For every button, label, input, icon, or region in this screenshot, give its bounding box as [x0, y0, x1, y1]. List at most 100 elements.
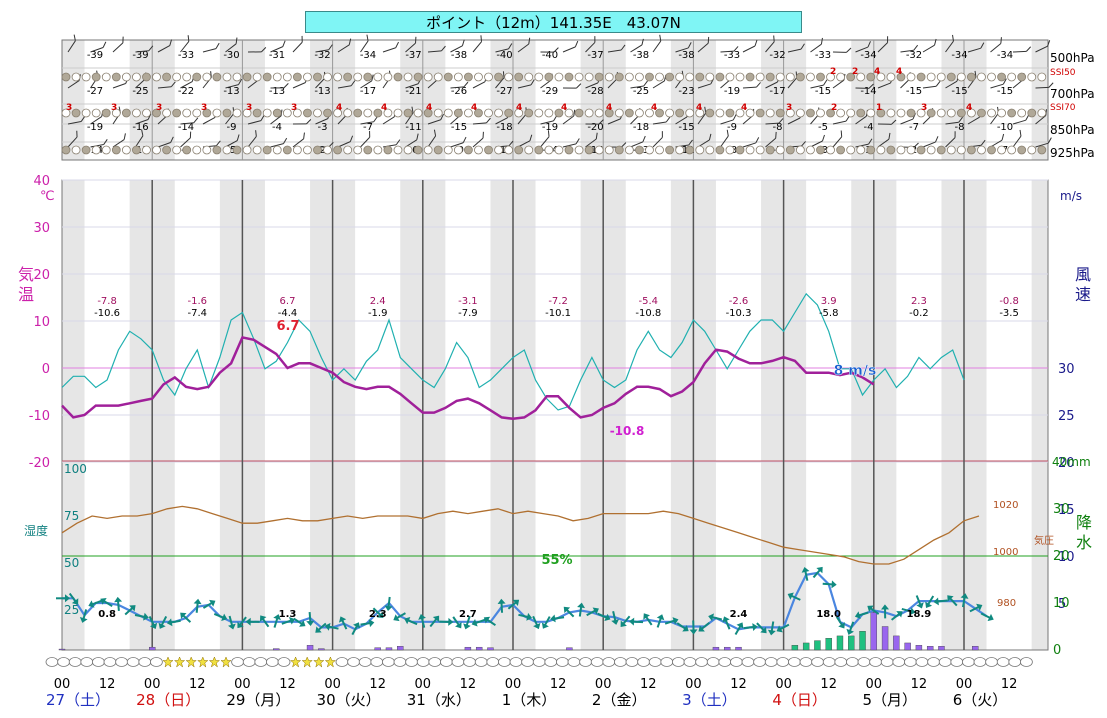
- ssi70-value: 4: [381, 103, 387, 113]
- precip-bar: [938, 646, 945, 651]
- day-min-temp: -10.6: [94, 308, 120, 319]
- precip-bar: [904, 642, 911, 651]
- upper-humidity-dot: [936, 72, 946, 82]
- weather-icon: [544, 657, 558, 667]
- upper-humidity-dot: [111, 72, 121, 82]
- day-min-temp: -7.4: [188, 308, 208, 319]
- wind-direction-icon: [439, 617, 454, 626]
- weather-icon: [265, 657, 279, 667]
- weather-icon: [938, 657, 952, 667]
- upper-frame: [61, 39, 1049, 161]
- upper-humidity-dot: [1017, 72, 1027, 82]
- wind-direction-icon: [273, 614, 281, 628]
- upper-humidity-dot: [232, 72, 242, 82]
- upper-humidity-dot: [544, 145, 554, 155]
- wind-barb-icon: [607, 44, 626, 53]
- upper-temp-label: -11: [405, 122, 421, 133]
- wind-direction-icon: [822, 580, 837, 589]
- max-wind-annotation: 8 m/s: [834, 363, 877, 379]
- upper-humidity-dot: [806, 72, 815, 82]
- weather-icon: [857, 657, 871, 667]
- wind-direction-icon: [56, 594, 70, 603]
- upper-humidity-dot: [484, 145, 493, 155]
- weather-icon: [509, 657, 523, 667]
- upper-humidity-dot: [282, 72, 292, 82]
- precip-bar: [870, 612, 877, 651]
- wind-barb-icon: [450, 39, 465, 53]
- upper-humidity-dot: [142, 72, 151, 82]
- weather-icon: [486, 657, 500, 667]
- wind-barb-icon: [967, 42, 985, 53]
- upper-humidity-dot: [353, 108, 363, 118]
- upper-humidity-dot: [121, 72, 131, 82]
- weather-icon: [556, 657, 569, 667]
- upper-humidity-dot: [846, 145, 856, 155]
- wind-barb-icon: [157, 136, 174, 148]
- precip-bar: [724, 646, 731, 651]
- precip-bar: [148, 646, 156, 651]
- wind-barb-icon: [855, 138, 873, 148]
- upper-humidity-dot: [755, 72, 765, 82]
- upper-humidity-dot: [443, 108, 453, 118]
- upper-humidity-dot: [1037, 108, 1047, 118]
- wind-direction-icon: [237, 616, 247, 629]
- weather-icon: [753, 657, 766, 667]
- weather-icon: [1020, 657, 1033, 667]
- weather-icon: [439, 657, 453, 667]
- upper-humidity-dot: [81, 108, 91, 118]
- upper-humidity-dot: [1037, 145, 1047, 155]
- weather-icon: [614, 657, 627, 667]
- weather-icon: [683, 657, 697, 667]
- upper-humidity-dot: [1027, 108, 1037, 118]
- wind-direction-icon: [124, 605, 136, 616]
- wind-direction-icon: [404, 616, 418, 626]
- upper-humidity-dot: [423, 108, 433, 118]
- precip-bar: [972, 646, 979, 651]
- upper-temp-label: -33: [815, 50, 831, 61]
- wind-direction-icon: [202, 599, 216, 609]
- upper-humidity-dot: [132, 72, 141, 82]
- upper-humidity-dot: [172, 145, 182, 155]
- weather-icon: [301, 656, 313, 668]
- wind-barb-icon: [472, 131, 484, 148]
- upper-humidity-dot: [463, 72, 473, 82]
- temperature-line: [61, 335, 875, 421]
- weather-icon: [92, 657, 105, 667]
- humidity-axis-label: 湿度: [24, 523, 48, 538]
- weather-icon: [695, 657, 708, 667]
- upper-humidity-dot: [222, 108, 232, 118]
- weather-icon: [996, 657, 1010, 667]
- temp-unit: ℃: [40, 189, 55, 204]
- wind-direction-icon: [351, 622, 361, 636]
- upper-humidity-dot: [906, 108, 916, 118]
- upper-humidity-dot: [946, 72, 956, 82]
- upper-humidity-dot: [433, 108, 443, 118]
- upper-humidity-dot: [564, 145, 574, 155]
- upper-humidity-dot: [162, 108, 172, 118]
- wind-direction-icon: [722, 616, 731, 630]
- upper-humidity-dot: [463, 108, 473, 118]
- wind-direction-icon: [629, 617, 644, 626]
- upper-humidity-dot: [262, 108, 272, 118]
- upper-humidity-dot: [403, 145, 413, 155]
- upper-humidity-dot: [272, 108, 282, 118]
- wind-barb-icon: [855, 83, 874, 89]
- upper-humidity-dot: [443, 72, 453, 82]
- upper-humidity-dot: [192, 145, 202, 155]
- humidity-tick: 75: [64, 509, 79, 523]
- upper-temp-label: -19: [542, 122, 558, 133]
- wind-direction-icon: [969, 603, 983, 613]
- wind-direction-icon: [532, 615, 541, 630]
- upper-humidity-dot: [323, 145, 332, 155]
- temp-tick: 40: [33, 174, 50, 189]
- upper-humidity-dot: [987, 72, 996, 82]
- wind-barb-icon: [517, 37, 531, 53]
- upper-humidity-dot: [453, 145, 463, 155]
- weather-icon: [80, 657, 94, 667]
- wind-barb-icon: [832, 130, 843, 148]
- upper-humidity-dot: [594, 145, 604, 155]
- wind-barb-icon: [765, 131, 777, 148]
- upper-humidity-dot: [916, 145, 926, 155]
- wind-direction-icon: [891, 611, 903, 621]
